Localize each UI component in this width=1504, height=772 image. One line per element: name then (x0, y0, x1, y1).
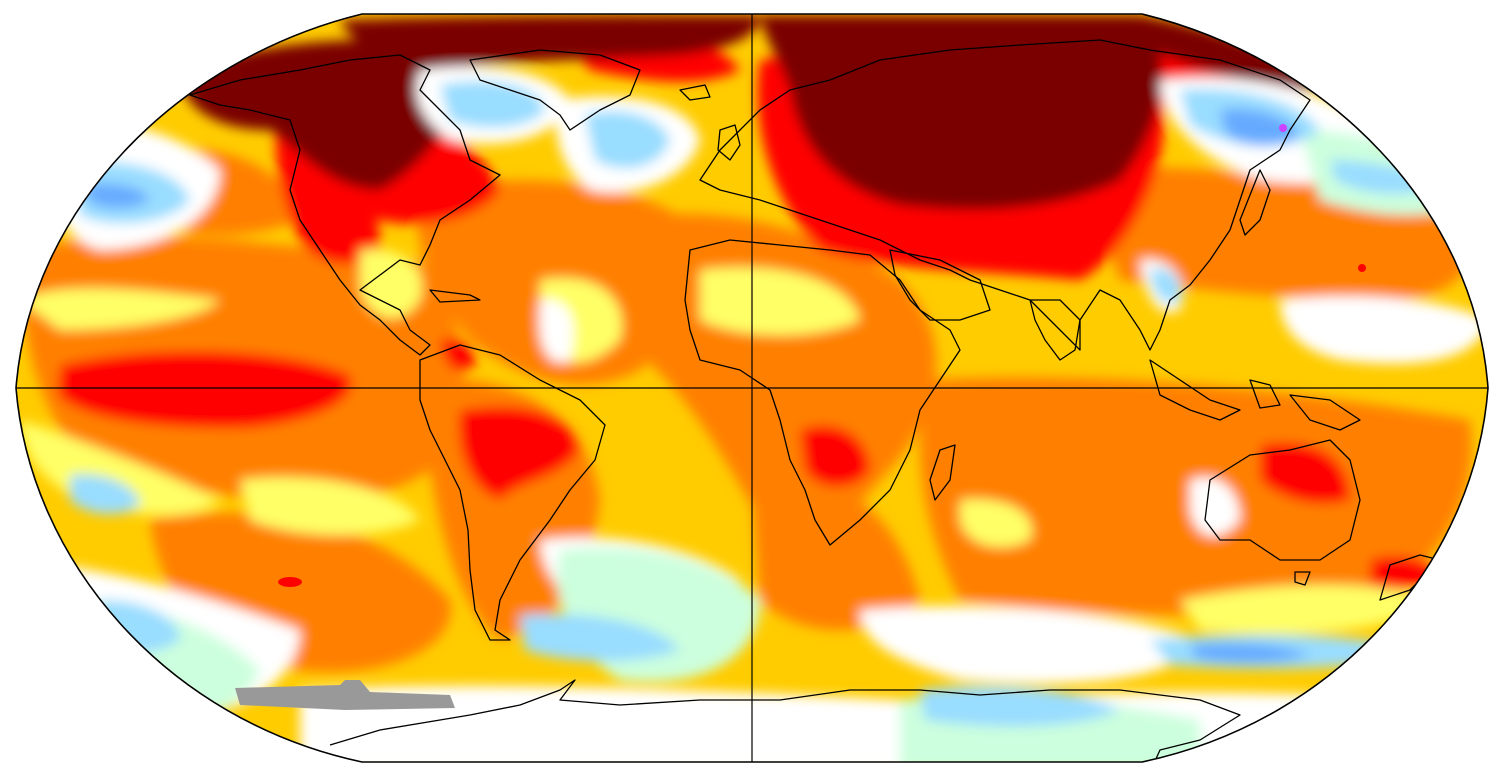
warm-south-atlantic (750, 470, 920, 630)
hot-australia (1260, 442, 1350, 504)
cold-northeast-pacific-core (85, 183, 150, 209)
very-hot-siberia (760, 15, 1162, 210)
neutral-atlantic-spot (539, 299, 574, 363)
neutral-antarctica (300, 685, 1400, 762)
coast-south-america (419, 344, 606, 641)
coast-iceland (679, 84, 711, 101)
slight-warm-gulf (360, 249, 422, 319)
map-border (15, 13, 1489, 763)
very-hot-east-arctic (1140, 15, 1320, 90)
coast-japan (1239, 169, 1271, 236)
cool-east-antarctic-coast (920, 686, 1120, 727)
coastlines (189, 39, 1441, 762)
coast-eurasia (699, 39, 1311, 351)
slight-warm-pacific-band (240, 477, 420, 535)
hot-amazon (459, 406, 580, 500)
cool-south-pacific (70, 474, 140, 515)
cool-south-china (1150, 269, 1181, 303)
hot-spot-west-pacific (1358, 264, 1366, 272)
extreme-cold-spot (1279, 124, 1287, 132)
cold-okhotsk-core (1220, 108, 1300, 146)
coast-africa (684, 239, 961, 546)
coast-tasmania (1294, 571, 1311, 586)
coast-new-guinea (1289, 394, 1361, 431)
very-hot-north-america (180, 39, 470, 190)
cool-north-atlantic (585, 111, 670, 169)
slight-warm-indian (960, 499, 1032, 548)
neutral-west-australia (1190, 477, 1240, 537)
coast-india (1029, 299, 1081, 361)
slight-warm-sahara (700, 267, 860, 335)
coast-greenland (469, 49, 641, 131)
coast-antarctica (329, 679, 1241, 762)
neutral-southern-ocean (860, 606, 1200, 684)
cold-southern-indian-core (1190, 643, 1310, 663)
hot-spot-south-pacific (278, 577, 302, 587)
coast-australia (1204, 439, 1361, 561)
coast-madagascar (929, 444, 956, 501)
hot-southern-africa (800, 425, 870, 487)
very-hot-arctic-canada (340, 15, 760, 70)
coast-north-america (189, 54, 501, 356)
coast-caribbean (429, 289, 481, 303)
no-data-region (235, 680, 455, 710)
coast-arabia (889, 249, 991, 321)
cool-drake-passage (520, 614, 680, 662)
neutral-west-pacific (1280, 296, 1488, 364)
slight-warm-southern-indian (1180, 585, 1440, 634)
coast-british-isles (717, 124, 741, 161)
hot-equatorial-pacific (58, 351, 352, 429)
coast-borneo (1249, 379, 1281, 409)
slight-warm-pacific-north (20, 288, 220, 330)
coast-indonesia (1149, 359, 1241, 421)
